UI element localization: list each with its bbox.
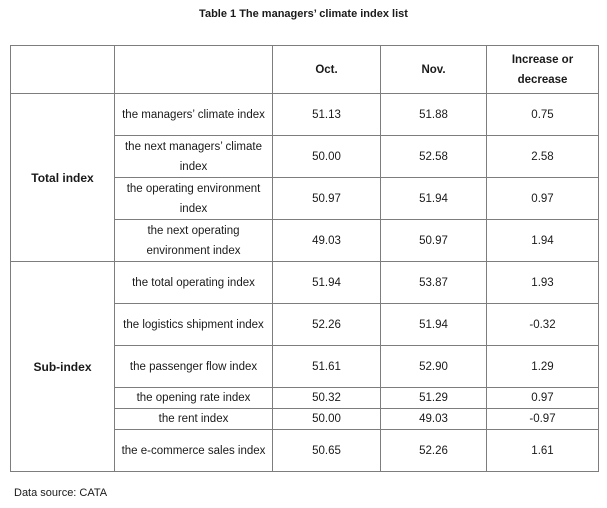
change-value-cell: -0.32 — [486, 303, 599, 346]
index-name-cell: the e-commerce sales index — [114, 429, 273, 472]
oct-value-cell: 49.03 — [272, 219, 381, 262]
climate-index-table: Oct. Nov. Increase or decrease Total ind… — [10, 45, 599, 472]
nov-value-cell: 53.87 — [380, 261, 487, 304]
change-value-cell: 0.75 — [486, 93, 599, 136]
index-name-cell: the next operating environment index — [114, 219, 273, 262]
oct-value-cell: 51.13 — [272, 93, 381, 136]
table-row: Total index the managers’ climate index … — [10, 93, 599, 262]
nov-value-cell: 52.90 — [380, 345, 487, 388]
table-row: the operating environment index 50.97 51… — [11, 177, 599, 220]
header-cell-oct: Oct. — [272, 45, 381, 94]
oct-value-cell: 50.00 — [272, 408, 381, 430]
index-name-cell: the passenger flow index — [114, 345, 273, 388]
change-value-cell: 1.94 — [486, 219, 599, 262]
nov-value-cell: 51.88 — [380, 93, 487, 136]
table-row: the logistics shipment index 52.26 51.94… — [11, 303, 599, 346]
nov-value-cell: 50.97 — [380, 219, 487, 262]
table-row: the rent index 50.00 49.03 -0.97 — [11, 408, 599, 430]
header-cell-name — [114, 45, 273, 94]
table-row: Sub-index the total operating index 51.9… — [10, 261, 599, 472]
change-value-cell: 0.97 — [486, 177, 599, 220]
change-value-cell: -0.97 — [486, 408, 599, 430]
oct-value-cell: 52.26 — [272, 303, 381, 346]
header-cell-change: Increase or decrease — [486, 45, 599, 94]
nov-value-cell: 51.29 — [380, 387, 487, 409]
header-row: Oct. Nov. Increase or decrease — [10, 45, 599, 94]
table-row: the opening rate index 50.32 51.29 0.97 — [11, 387, 599, 409]
table-row: the passenger flow index 51.61 52.90 1.2… — [11, 345, 599, 388]
index-name-cell: the opening rate index — [114, 387, 273, 409]
nov-value-cell: 51.94 — [380, 177, 487, 220]
group-label-total: Total index — [10, 93, 115, 262]
oct-value-cell: 50.65 — [272, 429, 381, 472]
change-value-cell: 1.29 — [486, 345, 599, 388]
change-value-cell: 2.58 — [486, 135, 599, 178]
nov-value-cell: 49.03 — [380, 408, 487, 430]
oct-value-cell: 50.97 — [272, 177, 381, 220]
nov-value-cell: 52.58 — [380, 135, 487, 178]
table-row: the next operating environment index 49.… — [11, 219, 599, 262]
index-name-cell: the managers’ climate index — [114, 93, 273, 136]
table-row: the next managers’ climate index 50.00 5… — [11, 135, 599, 178]
index-name-cell: the operating environment index — [114, 177, 273, 220]
index-name-cell: the next managers’ climate index — [114, 135, 273, 178]
header-cell-group — [10, 45, 115, 94]
nov-value-cell: 52.26 — [380, 429, 487, 472]
nov-value-cell: 51.94 — [380, 303, 487, 346]
change-value-cell: 1.61 — [486, 429, 599, 472]
header-cell-nov: Nov. — [380, 45, 487, 94]
oct-value-cell: 50.32 — [272, 387, 381, 409]
table-caption: Table 1 The managers’ climate index list — [199, 8, 408, 20]
group-label-sub: Sub-index — [10, 261, 115, 472]
oct-value-cell: 50.00 — [272, 135, 381, 178]
change-value-cell: 1.93 — [486, 261, 599, 304]
index-name-cell: the logistics shipment index — [114, 303, 273, 346]
change-value-cell: 0.97 — [486, 387, 599, 409]
table-row: the e-commerce sales index 50.65 52.26 1… — [11, 429, 599, 472]
index-name-cell: the rent index — [114, 408, 273, 430]
index-name-cell: the total operating index — [114, 261, 273, 304]
oct-value-cell: 51.61 — [272, 345, 381, 388]
oct-value-cell: 51.94 — [272, 261, 381, 304]
data-source-note: Data source: CATA — [14, 487, 108, 499]
